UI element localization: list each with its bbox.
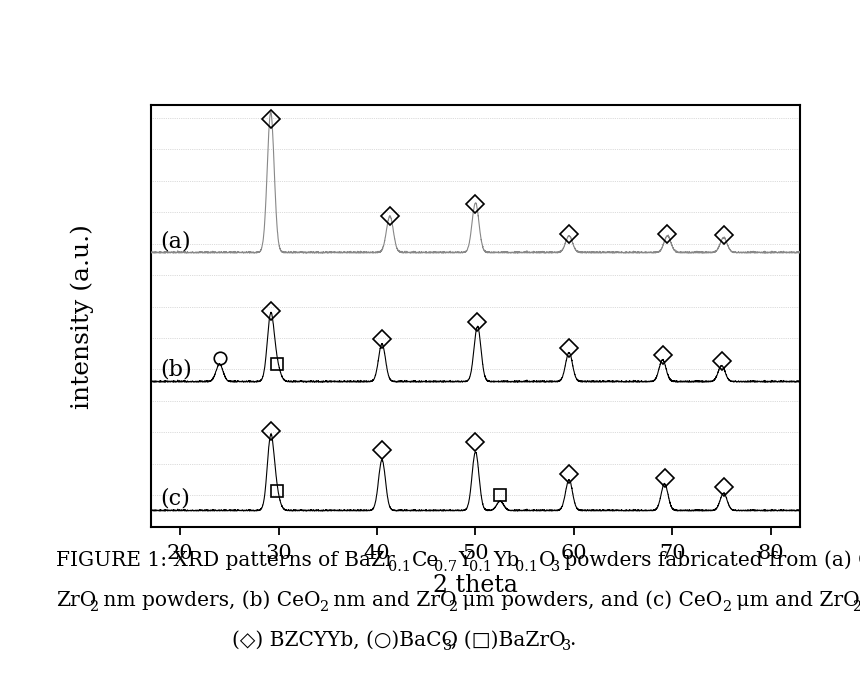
Text: 2: 2	[448, 599, 458, 613]
Text: (b): (b)	[160, 358, 192, 381]
Text: 2: 2	[89, 599, 98, 613]
Text: intensity (a.u.): intensity (a.u.)	[70, 224, 94, 409]
Text: .: .	[569, 630, 575, 649]
Text: 0.7: 0.7	[434, 560, 458, 573]
Text: 3: 3	[550, 560, 559, 573]
Text: 3: 3	[443, 639, 452, 652]
Text: (a): (a)	[160, 230, 191, 252]
Text: 0.1: 0.1	[469, 560, 492, 573]
Text: μm powders, and (c) CeO: μm powders, and (c) CeO	[456, 590, 722, 609]
Text: , (□)BaZrO: , (□)BaZrO	[451, 630, 565, 649]
Text: powders fabricated from (a) CeO: powders fabricated from (a) CeO	[558, 550, 860, 570]
Text: Y: Y	[458, 551, 471, 570]
Text: Ce: Ce	[412, 551, 439, 570]
Text: 0.1: 0.1	[515, 560, 538, 573]
Text: O: O	[539, 551, 556, 570]
Text: 3: 3	[561, 639, 570, 652]
X-axis label: 2 theta: 2 theta	[433, 574, 518, 597]
Text: 2: 2	[851, 599, 860, 613]
Text: (◇) BZCYYb, (○)BaCO: (◇) BZCYYb, (○)BaCO	[232, 630, 458, 649]
Text: 0.1: 0.1	[388, 560, 411, 573]
Text: 2: 2	[318, 599, 328, 613]
Text: Yb: Yb	[493, 551, 519, 570]
Text: μm and ZrO: μm and ZrO	[730, 590, 859, 609]
Text: FIGURE 1: XRD patterns of BaZr: FIGURE 1: XRD patterns of BaZr	[56, 551, 395, 570]
Text: nm powders, (b) CeO: nm powders, (b) CeO	[97, 590, 321, 609]
Text: nm and ZrO: nm and ZrO	[327, 590, 456, 609]
Text: ZrO: ZrO	[56, 590, 96, 609]
Text: 2: 2	[722, 599, 731, 613]
Text: (c): (c)	[160, 487, 190, 509]
